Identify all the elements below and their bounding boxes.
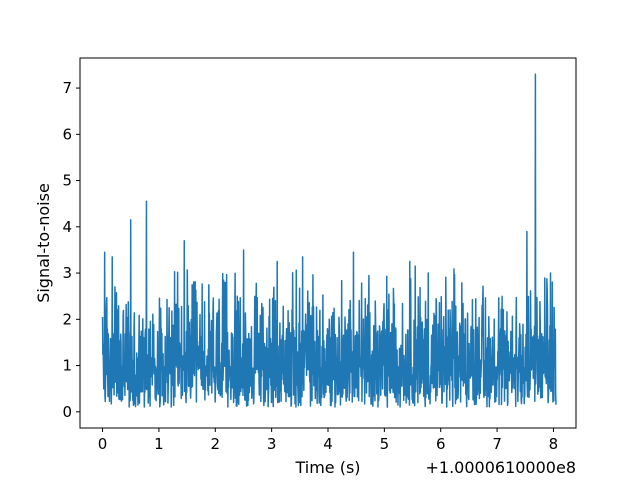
y-tick-label: 0 [62, 403, 72, 421]
y-tick-label: 3 [62, 264, 72, 282]
y-tick-label: 1 [62, 357, 72, 375]
y-tick-label: 2 [62, 310, 72, 328]
x-axis-offset-label: +1.0000610000e8 [426, 458, 577, 477]
x-tick-label: 3 [267, 435, 277, 453]
y-tick-label: 7 [62, 79, 72, 97]
x-tick-label: 5 [380, 435, 390, 453]
y-tick-label: 5 [62, 172, 72, 190]
x-axis: 0 1 2 3 4 5 6 7 8 [98, 428, 558, 453]
x-tick-label: 6 [436, 435, 446, 453]
x-tick-label: 2 [210, 435, 220, 453]
series-layer [101, 73, 557, 408]
y-axis-label: Signal-to-noise [34, 183, 53, 303]
y-tick-label: 4 [62, 218, 72, 236]
x-tick-label: 0 [98, 435, 108, 453]
x-tick-label: 8 [549, 435, 559, 453]
x-tick-label: 4 [323, 435, 333, 453]
y-tick-label: 6 [62, 125, 72, 143]
x-tick-label: 1 [154, 435, 164, 453]
x-tick-label: 7 [492, 435, 502, 453]
x-axis-label: Time (s) [294, 458, 360, 477]
signal-line [101, 73, 557, 408]
y-axis: 0 1 2 3 4 5 6 7 [62, 79, 80, 421]
